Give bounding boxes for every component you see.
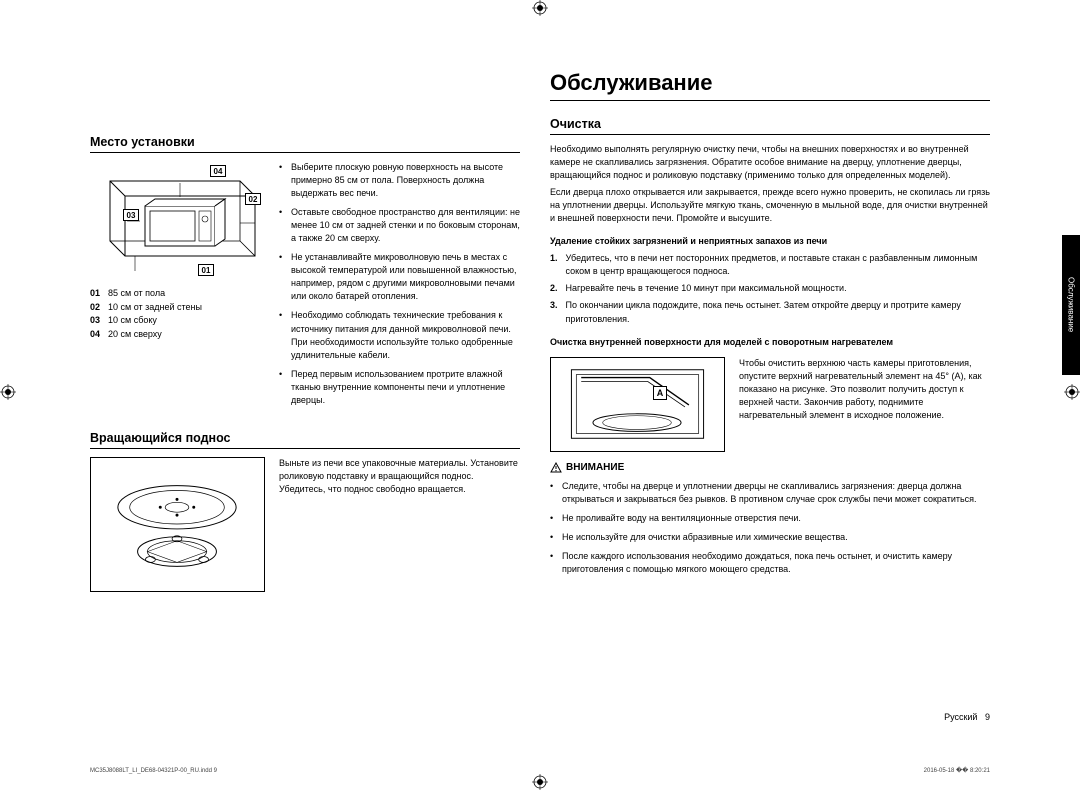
legend-val: 10 см сбоку bbox=[108, 314, 157, 328]
rule bbox=[550, 100, 990, 101]
warning-icon bbox=[550, 462, 562, 474]
install-figure-block: 04 02 03 01 01 85 см от пола 02 10 см от за… bbox=[90, 161, 265, 413]
attention-title: ВНИМАНИЕ bbox=[550, 462, 990, 474]
swivel-text: Чтобы очистить верхнюю часть камеры приг… bbox=[739, 357, 990, 448]
legend-row: 04 20 см сверху bbox=[90, 328, 265, 342]
install-title: Место установки bbox=[90, 135, 520, 149]
legend-key: 03 bbox=[90, 314, 100, 328]
rule bbox=[550, 134, 990, 135]
legend-val: 85 см от пола bbox=[108, 287, 165, 301]
legend-row: 03 10 см сбоку bbox=[90, 314, 265, 328]
crop-mark-right bbox=[1064, 384, 1080, 400]
tray-title: Вращающийся поднос bbox=[90, 431, 520, 445]
crop-mark-bottom bbox=[532, 774, 548, 790]
cleaning-intro2: Если дверца плохо открывается или закрыв… bbox=[550, 186, 990, 225]
legend-row: 01 85 см от пола bbox=[90, 287, 265, 301]
list-item: Необходимо соблюдать технические требова… bbox=[279, 309, 520, 361]
list-item: Оставьте свободное пространство для вент… bbox=[279, 206, 520, 245]
right-column: Обслуживание Очистка Необходимо выполнят… bbox=[550, 70, 990, 592]
step-text: Нагревайте печь в течение 10 минут при м… bbox=[566, 282, 847, 295]
cleaning-figure: A bbox=[550, 357, 725, 452]
list-item: 1. Убедитесь, что в печи нет посторонних … bbox=[550, 252, 990, 278]
tray-text: Выньте из печи все упаковочные материалы… bbox=[279, 457, 520, 588]
cleaning-title: Очистка bbox=[550, 117, 990, 131]
crop-mark-left bbox=[0, 384, 16, 400]
list-item: Не проливайте воду на вентиляционные отв… bbox=[550, 512, 990, 525]
callout-02: 02 bbox=[245, 193, 261, 205]
rule bbox=[90, 152, 520, 153]
page-content: Место установки bbox=[90, 70, 990, 740]
imprint-right: 2016-05-18 �� 8:20:21 bbox=[924, 767, 990, 774]
main-title: Обслуживание bbox=[550, 70, 990, 96]
legend-key: 01 bbox=[90, 287, 100, 301]
callout-03: 03 bbox=[123, 209, 139, 221]
step-num: 3. bbox=[550, 299, 558, 325]
callout-01: 01 bbox=[198, 264, 214, 276]
install-legend: 0185 см от пола0210 см от задней стены03… bbox=[90, 287, 265, 341]
crop-mark-top bbox=[532, 0, 548, 16]
list-item: Выберите плоскую ровную поверхность на в… bbox=[279, 161, 520, 200]
legend-val: 10 см от задней стены bbox=[108, 301, 202, 315]
legend-val: 20 см сверху bbox=[108, 328, 162, 342]
callout-a: A bbox=[653, 386, 667, 400]
callout-04: 04 bbox=[210, 165, 226, 177]
install-bullets: Выберите плоскую ровную поверхность на в… bbox=[279, 161, 520, 413]
list-item: Не устанавливайте микроволновую печь в м… bbox=[279, 251, 520, 303]
attention-label: ВНИМАНИЕ bbox=[566, 462, 624, 473]
attention-bullets: Следите, чтобы на дверце и уплотнении дв… bbox=[550, 480, 990, 576]
list-item: Следите, чтобы на дверце и уплотнении дв… bbox=[550, 480, 990, 506]
list-item: Не используйте для очистки абразивные ил… bbox=[550, 531, 990, 544]
swivel-title: Очистка внутренней поверхности для модел… bbox=[550, 336, 990, 349]
list-item: Перед первым использованием протрите вла… bbox=[279, 368, 520, 407]
cleaning-intro: Необходимо выполнять регулярную очистку … bbox=[550, 143, 990, 182]
step-num: 1. bbox=[550, 252, 558, 278]
tray-figure bbox=[90, 457, 265, 592]
legend-row: 02 10 см от задней стены bbox=[90, 301, 265, 315]
legend-key: 02 bbox=[90, 301, 100, 315]
step-num: 2. bbox=[550, 282, 558, 295]
legend-key: 04 bbox=[90, 328, 100, 342]
stains-title: Удаление стойких загрязнений и неприятны… bbox=[550, 235, 990, 248]
left-column: Место установки bbox=[90, 70, 520, 592]
install-figure: 04 02 03 01 bbox=[90, 161, 265, 281]
page-footer: Русский 9 bbox=[944, 712, 990, 722]
side-tab-label: Обслуживание bbox=[1062, 235, 1080, 375]
imprint-left: MC35J8088LT_LI_DE68-04321P-00_RU.indd 9 bbox=[90, 768, 217, 774]
rule bbox=[90, 448, 520, 449]
list-item: 2. Нагревайте печь в течение 10 минут при… bbox=[550, 282, 990, 295]
list-item: 3. По окончании цикла подождите, пока печ… bbox=[550, 299, 990, 325]
step-text: Убедитесь, что в печи нет посторонних пр… bbox=[566, 252, 990, 278]
footer-lang: Русский bbox=[944, 712, 977, 722]
footer-page: 9 bbox=[985, 712, 990, 722]
step-text: По окончании цикла подождите, пока печь … bbox=[566, 299, 990, 325]
list-item: После каждого использования необходимо д… bbox=[550, 550, 990, 576]
stains-steps: 1. Убедитесь, что в печи нет посторонних … bbox=[550, 252, 990, 325]
